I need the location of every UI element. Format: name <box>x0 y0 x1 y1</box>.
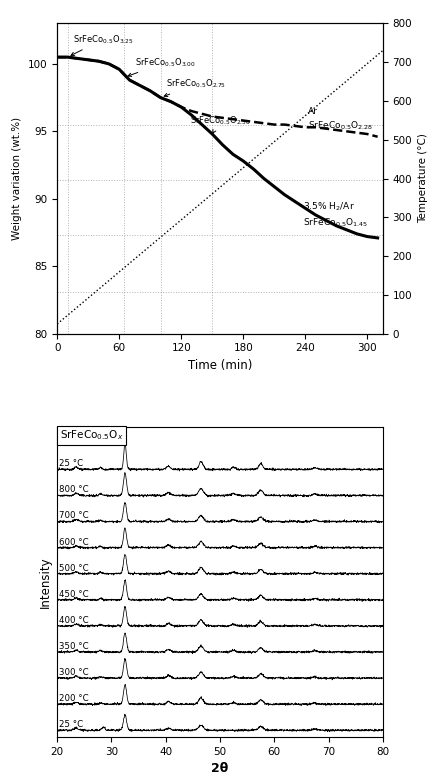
Text: 3.5% H$_2$/Ar
SrFeCo$_{0.5}$O$_{1.45}$: 3.5% H$_2$/Ar SrFeCo$_{0.5}$O$_{1.45}$ <box>303 200 368 229</box>
Y-axis label: Temperature (°C): Temperature (°C) <box>418 133 428 224</box>
Text: 600 °C: 600 °C <box>59 537 89 547</box>
Text: 25 °C: 25 °C <box>59 459 84 468</box>
Text: 25 °C: 25 °C <box>59 720 84 729</box>
Text: 800 °C: 800 °C <box>59 485 89 495</box>
Text: SrFeCo$_{0.5}$O$_{2.50}$: SrFeCo$_{0.5}$O$_{2.50}$ <box>190 114 250 133</box>
Text: 450 °C: 450 °C <box>59 590 89 599</box>
Text: 700 °C: 700 °C <box>59 512 89 520</box>
X-axis label: Time (min): Time (min) <box>188 359 252 372</box>
Text: 300 °C: 300 °C <box>59 668 89 677</box>
Text: SrFeCo$_{0.5}$O$_{2.75}$: SrFeCo$_{0.5}$O$_{2.75}$ <box>164 78 226 97</box>
Text: 500 °C: 500 °C <box>59 564 89 573</box>
Text: SrFeCo$_{0.5}$O$_{3.00}$: SrFeCo$_{0.5}$O$_{3.00}$ <box>128 56 195 76</box>
Text: 350 °C: 350 °C <box>59 642 89 651</box>
X-axis label: 2θ: 2θ <box>211 762 229 775</box>
Text: SrFeCo$_{0.5}$O$_x$: SrFeCo$_{0.5}$O$_x$ <box>60 428 123 442</box>
Y-axis label: Weight variation (wt.%): Weight variation (wt.%) <box>12 117 22 240</box>
Text: SrFeCo$_{0.5}$O$_{3.25}$: SrFeCo$_{0.5}$O$_{3.25}$ <box>71 34 133 55</box>
Text: 200 °C: 200 °C <box>59 694 89 703</box>
Text: Ar
SrFeCo$_{0.5}$O$_{2.28}$: Ar SrFeCo$_{0.5}$O$_{2.28}$ <box>308 107 373 132</box>
Y-axis label: Intensity: Intensity <box>39 556 51 608</box>
Text: 400 °C: 400 °C <box>59 615 89 625</box>
